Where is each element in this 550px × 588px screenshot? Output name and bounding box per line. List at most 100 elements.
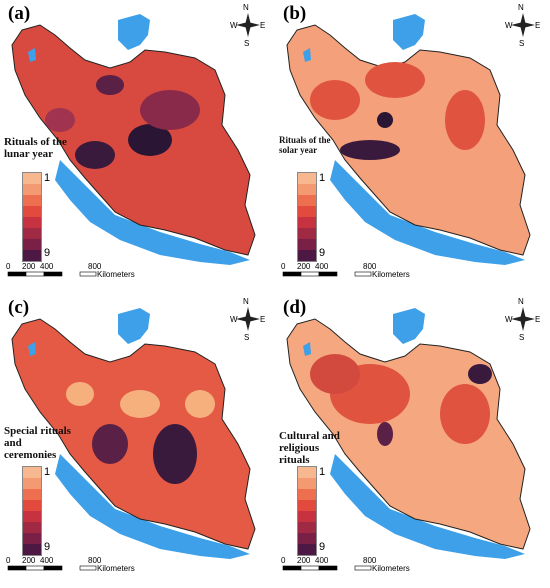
district-cluster [140,90,200,130]
district-cluster [377,112,393,128]
district-cluster [445,90,485,150]
legend-title: Special rituals and ceremonies [4,425,71,462]
legend-swatch [23,228,41,239]
district-cluster [340,140,400,160]
panel-label: (d) [283,297,307,318]
map-panel-d: (d) N S W E Cultural and religious rituals 1 9 0… [275,294,550,588]
scale-bar-segment [25,271,45,277]
scale-tick-label: 800 [88,556,102,565]
scale-bar-segment [282,565,302,571]
scale-bar-segment [354,565,372,571]
scale-bar-segment [318,271,338,277]
legend-min-label: 9 [319,247,326,259]
legend-colorbar [22,466,42,556]
legend-swatch [23,478,41,489]
panel-label: (a) [8,3,31,24]
map-panel-a: (a) N S W E Rituals of the lunar year 1 9 0 200 40… [0,0,275,294]
legend-swatch [23,217,41,228]
persian-gulf [330,160,525,265]
legend-swatch [298,511,316,522]
scale-tick-label: 800 [88,262,102,271]
scale-tick-label: 200 [297,556,311,565]
north-arrow-icon [511,13,535,37]
compass-w: W [505,21,513,30]
legend-swatch [298,173,316,184]
compass-n: N [518,297,524,306]
scale-bar-segment [282,271,302,277]
legend-swatch [23,173,41,184]
persian-gulf [55,454,250,559]
scale-unit-label: Kilometers [372,270,410,279]
north-arrow-icon [236,307,260,331]
scale-bar-segment [79,271,97,277]
scale-unit-label: Kilometers [97,564,135,573]
legend-swatch [23,206,41,217]
map-svg [7,13,260,277]
legend-swatch [298,489,316,500]
scale-tick-label: 200 [22,556,36,565]
scale-tick-label: 800 [363,556,377,565]
persian-gulf [330,454,525,559]
district-cluster [440,384,490,444]
legend-swatch [23,544,41,555]
district-cluster [96,75,124,95]
compass-n: N [518,3,524,12]
legend-swatch [23,511,41,522]
legend-swatch [298,206,316,217]
caspian-sea [118,308,150,344]
scale-unit-label: Kilometers [97,270,135,279]
scale-tick-label: 800 [363,262,377,271]
scale-bar-segment [79,565,97,571]
legend-title: Rituals of the lunar year [4,136,67,161]
north-arrow-icon [236,13,260,37]
compass-n: N [243,297,249,306]
scale-tick-label: 0 [281,262,286,271]
legend-swatch [298,217,316,228]
district-cluster [92,424,128,464]
map-panel-c: (c) N S W E Special rituals and ceremonies 1 9 0… [0,294,275,588]
scale-bar-segment [300,271,320,277]
district-cluster [153,424,197,484]
legend-swatch [23,533,41,544]
legend-swatch [298,195,316,206]
legend-title: Rituals of the solar year [279,135,331,155]
scale-bar-segment [43,565,63,571]
lake-urmia [303,48,311,62]
scale-bar-segment [7,565,27,571]
legend-colorbar [297,172,317,262]
lake-urmia [28,342,36,356]
scale-tick-label: 400 [315,556,329,565]
district-cluster [66,382,94,406]
scale-tick-label: 200 [22,262,36,271]
compass-e: E [260,21,266,30]
district-cluster [377,422,393,446]
district-cluster [45,108,75,132]
iran-region [11,318,256,550]
scale-tick-label: 0 [6,556,11,565]
scale-bar-segment [354,271,372,277]
legend-swatch [298,228,316,239]
scale-bar-segment [25,565,45,571]
scale-tick-label: 400 [40,262,54,271]
legend-swatch [23,239,41,250]
district-cluster [120,390,160,418]
north-arrow-icon [511,307,535,331]
compass-e: E [535,21,541,30]
compass-w: W [230,21,238,30]
legend-swatch [23,467,41,478]
legend-swatch [23,250,41,261]
scale-unit-label: Kilometers [372,564,410,573]
scale-tick-label: 400 [315,262,329,271]
scale-bar-segment [7,271,27,277]
district-cluster [185,390,215,418]
legend-title: Cultural and religious rituals [279,430,340,467]
legend-colorbar [297,466,317,556]
legend-swatch [23,195,41,206]
legend-max-label: 1 [44,172,51,184]
caspian-sea [393,308,425,344]
district-cluster [75,141,115,169]
map-svg [7,307,260,571]
